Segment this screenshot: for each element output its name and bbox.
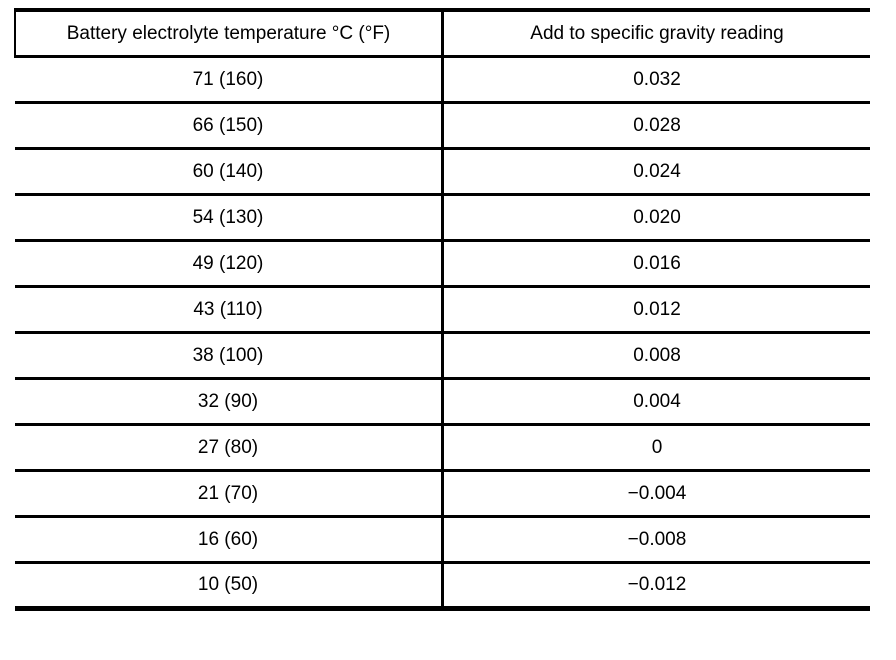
table-row: 66 (150) 0.028	[15, 102, 870, 150]
temperature-cell: 43 (110)	[15, 286, 444, 334]
col-header-battery-electrolyte-temperature: Battery electrolyte temperature °C (°F)	[14, 10, 444, 58]
header-row: Battery electrolyte temperature °C (°F) …	[14, 10, 870, 58]
temperature-cell: 66 (150)	[15, 102, 444, 150]
col-header-add-to-specific-gravity: Add to specific gravity reading	[442, 10, 870, 58]
temperature-cell: 16 (60)	[15, 516, 444, 564]
gravity-correction-cell: 0.020	[442, 194, 870, 242]
gravity-correction-cell: 0.008	[442, 332, 870, 380]
gravity-correction-cell: 0.028	[442, 102, 870, 150]
temperature-cell: 21 (70)	[15, 470, 444, 518]
table-body: 71 (160) 0.032 66 (150) 0.028 60 (140) 0.024 5…	[15, 56, 870, 608]
gravity-correction-cell: 0.004	[442, 378, 870, 426]
temperature-cell: 71 (160)	[15, 56, 444, 104]
table-row: 16 (60) −0.008	[15, 516, 870, 564]
gravity-correction-cell: −0.004	[442, 470, 870, 518]
table-row: 10 (50) −0.012	[15, 562, 870, 608]
temperature-cell: 49 (120)	[15, 240, 444, 288]
temperature-cell: 54 (130)	[15, 194, 444, 242]
temperature-cell: 10 (50)	[15, 562, 444, 608]
gravity-correction-cell: 0.032	[442, 56, 870, 104]
gravity-correction-cell: 0.012	[442, 286, 870, 334]
table-row: 27 (80) 0	[15, 424, 870, 472]
temperature-cell: 60 (140)	[15, 148, 444, 196]
table-row: 60 (140) 0.024	[15, 148, 870, 196]
table-row: 38 (100) 0.008	[15, 332, 870, 380]
temperature-cell: 27 (80)	[15, 424, 444, 472]
temperature-cell: 32 (90)	[15, 378, 444, 426]
electrolyte-temperature-correction-table: Battery electrolyte temperature °C (°F) …	[14, 8, 870, 611]
table-row: 54 (130) 0.020	[15, 194, 870, 242]
gravity-correction-cell: 0.016	[442, 240, 870, 288]
table-header: Battery electrolyte temperature °C (°F) …	[14, 10, 870, 58]
table-row: 43 (110) 0.012	[15, 286, 870, 334]
table-row: 49 (120) 0.016	[15, 240, 870, 288]
table-row: 71 (160) 0.032	[15, 56, 870, 104]
gravity-correction-cell: 0.024	[442, 148, 870, 196]
temperature-cell: 38 (100)	[15, 332, 444, 380]
gravity-correction-cell: −0.008	[442, 516, 870, 564]
table-row: 21 (70) −0.004	[15, 470, 870, 518]
gravity-correction-cell: 0	[442, 424, 870, 472]
gravity-correction-cell: −0.012	[442, 562, 870, 608]
table-row: 32 (90) 0.004	[15, 378, 870, 426]
